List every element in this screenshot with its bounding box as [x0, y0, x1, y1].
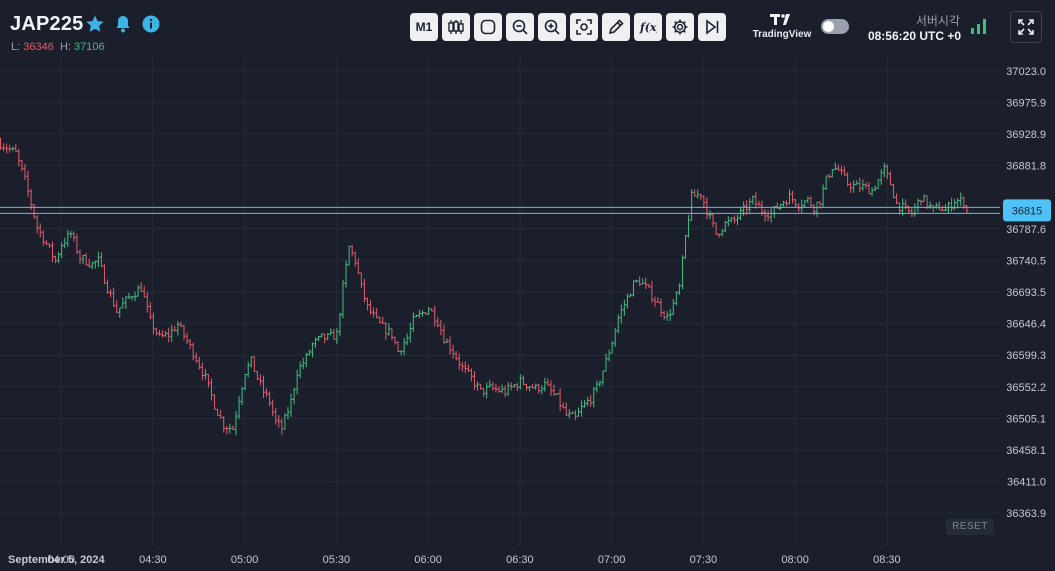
zoom-out-button[interactable] — [506, 13, 534, 41]
indicators-button[interactable]: f(x) — [634, 13, 662, 41]
draw-button[interactable] — [602, 13, 630, 41]
x-tick-label: 08:00 — [781, 554, 809, 566]
x-date-label: September 5, 2024 — [8, 554, 105, 566]
y-tick-label: 36881.8 — [1006, 161, 1046, 173]
x-tick-label: 06:00 — [414, 554, 442, 566]
chart-header: JAP225 L: 36346 H: 37106 M1 — [0, 0, 1055, 56]
current-price-label: 36815 — [1012, 205, 1043, 217]
gear-icon — [672, 19, 688, 35]
server-time: 08:56:20 UTC +0 — [867, 29, 961, 43]
y-tick-label: 36363.9 — [1006, 508, 1046, 520]
brand-text: TradingView — [752, 29, 812, 40]
x-tick-label: 07:00 — [598, 554, 626, 566]
current-price-tag — [1003, 199, 1051, 222]
y-tick-label: 36505.1 — [1006, 413, 1046, 425]
timeframe-label: M1 — [415, 20, 433, 34]
zoom-out-icon — [512, 19, 528, 35]
y-tick-label: 36411.0 — [1007, 477, 1046, 489]
y-tick-label: 36552.2 — [1006, 382, 1046, 394]
timeframe-button[interactable]: M1 — [410, 13, 438, 41]
y-tick-label: 36975.9 — [1006, 97, 1046, 109]
chart-type-button[interactable] — [442, 13, 470, 41]
expand-icon — [1018, 19, 1034, 35]
zoom-in-icon — [544, 19, 560, 35]
y-tick-label: 36646.4 — [1006, 319, 1046, 331]
y-tick-label: 36599.3 — [1006, 350, 1046, 362]
bell-icon[interactable] — [113, 14, 133, 34]
x-tick-label: 08:30 — [873, 554, 901, 566]
zoom-in-button[interactable] — [538, 13, 566, 41]
x-tick-label: 07:30 — [690, 554, 718, 566]
tradingview-mark-icon — [770, 14, 790, 25]
x-tick-label: 04:30 — [139, 554, 167, 566]
high-value: 37106 — [74, 41, 105, 53]
symbol-title: JAP225 — [10, 13, 84, 35]
price-chart[interactable]: 37023.0 36975.9 36928.9 36881.8 36787.6 36740… — [0, 56, 1055, 571]
y-tick-label: 37023.0 — [1006, 66, 1046, 78]
x-tick-label: 05:00 — [231, 554, 259, 566]
shape-button[interactable] — [474, 13, 502, 41]
theme-toggle[interactable] — [821, 19, 849, 34]
camera-focus-icon — [576, 19, 592, 35]
fullscreen-button[interactable] — [1010, 11, 1042, 43]
y-tick-label: 36928.9 — [1006, 129, 1046, 141]
star-icon[interactable] — [85, 14, 105, 34]
scroll-to-end-button[interactable] — [698, 13, 726, 41]
low-value: 36346 — [23, 41, 54, 53]
reset-button[interactable]: RESET — [946, 519, 994, 535]
low-high-readout: L: 36346 H: 37106 — [11, 41, 105, 53]
server-time-label: 서버시각 — [915, 14, 960, 28]
settings-button[interactable] — [666, 13, 694, 41]
skip-forward-icon — [706, 19, 719, 35]
x-tick-label: 05:30 — [323, 554, 351, 566]
y-tick-label: 36693.5 — [1006, 287, 1046, 299]
x-tick-label: 06:30 — [506, 554, 534, 566]
y-tick-label: 36458.1 — [1006, 445, 1046, 457]
signal-strength-icon — [971, 19, 986, 34]
x-tick-label: 04:00 — [47, 554, 75, 566]
candles-icon — [448, 20, 464, 34]
screenshot-button[interactable] — [570, 13, 598, 41]
function-icon: f(x) — [639, 21, 657, 34]
rounded-square-icon — [480, 19, 496, 35]
low-label: L: — [11, 41, 21, 53]
svg-text:f(x): f(x) — [639, 21, 657, 34]
pencil-icon — [608, 19, 624, 35]
info-icon[interactable] — [141, 14, 161, 34]
high-label: H: — [59, 41, 71, 53]
y-tick-label: 36740.5 — [1006, 255, 1046, 267]
chart-background — [0, 56, 1055, 571]
tradingview-logo[interactable]: TradingView — [750, 14, 814, 40]
toggle-knob — [823, 21, 834, 32]
y-tick-label: 36787.6 — [1006, 224, 1046, 236]
